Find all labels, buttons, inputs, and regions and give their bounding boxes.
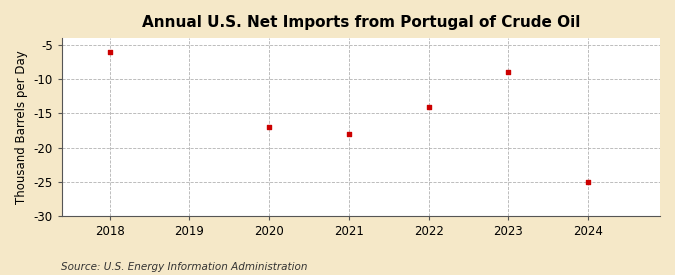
Text: Source: U.S. Energy Information Administration: Source: U.S. Energy Information Administ… bbox=[61, 262, 307, 272]
Point bbox=[104, 50, 115, 54]
Point bbox=[503, 70, 514, 75]
Y-axis label: Thousand Barrels per Day: Thousand Barrels per Day bbox=[15, 50, 28, 204]
Point bbox=[264, 125, 275, 129]
Title: Annual U.S. Net Imports from Portugal of Crude Oil: Annual U.S. Net Imports from Portugal of… bbox=[142, 15, 580, 30]
Point bbox=[423, 104, 434, 109]
Point bbox=[344, 132, 354, 136]
Point bbox=[583, 180, 593, 184]
